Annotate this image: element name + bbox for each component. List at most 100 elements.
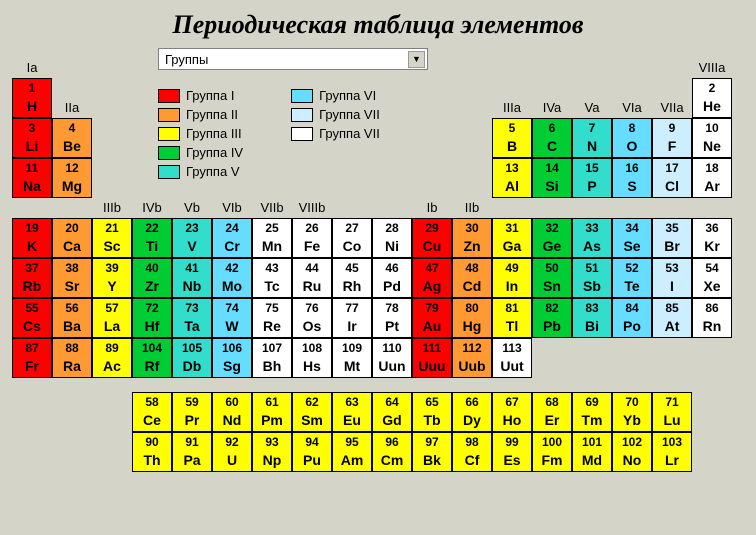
element-cell-Uun[interactable]: 110Uun [372,338,412,378]
element-cell-S[interactable]: 16S [612,158,652,198]
element-cell-Rn[interactable]: 86Rn [692,298,732,338]
element-cell-O[interactable]: 8O [612,118,652,158]
element-cell-Cf[interactable]: 98Cf [452,432,492,472]
element-cell-Pa[interactable]: 91Pa [172,432,212,472]
element-cell-Re[interactable]: 75Re [252,298,292,338]
element-cell-K[interactable]: 19K [12,218,52,258]
element-cell-Xe[interactable]: 54Xe [692,258,732,298]
element-cell-No[interactable]: 102No [612,432,652,472]
element-cell-Rh[interactable]: 45Rh [332,258,372,298]
element-cell-Cs[interactable]: 55Cs [12,298,52,338]
element-cell-U[interactable]: 92U [212,432,252,472]
element-cell-Pu[interactable]: 94Pu [292,432,332,472]
element-cell-Er[interactable]: 68Er [532,392,572,432]
element-cell-Br[interactable]: 35Br [652,218,692,258]
element-cell-Fr[interactable]: 87Fr [12,338,52,378]
element-cell-Cr[interactable]: 24Cr [212,218,252,258]
element-cell-Ni[interactable]: 28Ni [372,218,412,258]
element-cell-In[interactable]: 49In [492,258,532,298]
element-cell-Uub[interactable]: 112Uub [452,338,492,378]
element-cell-Tm[interactable]: 69Tm [572,392,612,432]
element-cell-Tb[interactable]: 65Tb [412,392,452,432]
element-cell-Np[interactable]: 93Np [252,432,292,472]
element-cell-N[interactable]: 7N [572,118,612,158]
element-cell-Po[interactable]: 84Po [612,298,652,338]
element-cell-Eu[interactable]: 63Eu [332,392,372,432]
element-cell-Fe[interactable]: 26Fe [292,218,332,258]
element-cell-Co[interactable]: 27Co [332,218,372,258]
element-cell-He[interactable]: 2He [692,78,732,118]
element-cell-Tc[interactable]: 43Tc [252,258,292,298]
element-cell-Db[interactable]: 105Db [172,338,212,378]
element-cell-Be[interactable]: 4Be [52,118,92,158]
element-cell-Ce[interactable]: 58Ce [132,392,172,432]
element-cell-Lr[interactable]: 103Lr [652,432,692,472]
element-cell-Sm[interactable]: 62Sm [292,392,332,432]
element-cell-Bi[interactable]: 83Bi [572,298,612,338]
element-cell-Sb[interactable]: 51Sb [572,258,612,298]
element-cell-Li[interactable]: 3Li [12,118,52,158]
element-cell-Rf[interactable]: 104Rf [132,338,172,378]
element-cell-Ga[interactable]: 31Ga [492,218,532,258]
element-cell-Uut[interactable]: 113Uut [492,338,532,378]
element-cell-Hf[interactable]: 72Hf [132,298,172,338]
element-cell-Ge[interactable]: 32Ge [532,218,572,258]
element-cell-Uuu[interactable]: 111Uuu [412,338,452,378]
element-cell-Sc[interactable]: 21Sc [92,218,132,258]
element-cell-Fm[interactable]: 100Fm [532,432,572,472]
element-cell-Sr[interactable]: 38Sr [52,258,92,298]
chevron-down-icon[interactable]: ▼ [408,51,425,68]
element-cell-Os[interactable]: 76Os [292,298,332,338]
element-cell-Mg[interactable]: 12Mg [52,158,92,198]
element-cell-Tl[interactable]: 81Tl [492,298,532,338]
element-cell-Hg[interactable]: 80Hg [452,298,492,338]
element-cell-Ir[interactable]: 77Ir [332,298,372,338]
element-cell-Ne[interactable]: 10Ne [692,118,732,158]
element-cell-Ar[interactable]: 18Ar [692,158,732,198]
element-cell-Pd[interactable]: 46Pd [372,258,412,298]
element-cell-Rb[interactable]: 37Rb [12,258,52,298]
element-cell-Ag[interactable]: 47Ag [412,258,452,298]
element-cell-Am[interactable]: 95Am [332,432,372,472]
element-cell-C[interactable]: 6C [532,118,572,158]
element-cell-Ra[interactable]: 88Ra [52,338,92,378]
element-cell-F[interactable]: 9F [652,118,692,158]
element-cell-P[interactable]: 15P [572,158,612,198]
element-cell-As[interactable]: 33As [572,218,612,258]
element-cell-Au[interactable]: 79Au [412,298,452,338]
element-cell-Bh[interactable]: 107Bh [252,338,292,378]
element-cell-Te[interactable]: 52Te [612,258,652,298]
element-cell-Es[interactable]: 99Es [492,432,532,472]
element-cell-Bk[interactable]: 97Bk [412,432,452,472]
element-cell-Na[interactable]: 11Na [12,158,52,198]
element-cell-Mn[interactable]: 25Mn [252,218,292,258]
element-cell-I[interactable]: 53I [652,258,692,298]
element-cell-At[interactable]: 85At [652,298,692,338]
element-cell-Cl[interactable]: 17Cl [652,158,692,198]
element-cell-Ti[interactable]: 22Ti [132,218,172,258]
element-cell-Al[interactable]: 13Al [492,158,532,198]
element-cell-Th[interactable]: 90Th [132,432,172,472]
element-cell-Ba[interactable]: 56Ba [52,298,92,338]
element-cell-Sg[interactable]: 106Sg [212,338,252,378]
element-cell-Gd[interactable]: 64Gd [372,392,412,432]
element-cell-Pm[interactable]: 61Pm [252,392,292,432]
element-cell-Ca[interactable]: 20Ca [52,218,92,258]
element-cell-Zn[interactable]: 30Zn [452,218,492,258]
element-cell-Ho[interactable]: 67Ho [492,392,532,432]
element-cell-V[interactable]: 23V [172,218,212,258]
element-cell-Y[interactable]: 39Y [92,258,132,298]
element-cell-W[interactable]: 74W [212,298,252,338]
element-cell-Nd[interactable]: 60Nd [212,392,252,432]
element-cell-Ac[interactable]: 89Ac [92,338,132,378]
element-cell-Pr[interactable]: 59Pr [172,392,212,432]
element-cell-Lu[interactable]: 71Lu [652,392,692,432]
element-cell-Si[interactable]: 14Si [532,158,572,198]
element-cell-Pt[interactable]: 78Pt [372,298,412,338]
element-cell-Pb[interactable]: 82Pb [532,298,572,338]
element-cell-Dy[interactable]: 66Dy [452,392,492,432]
element-cell-Cu[interactable]: 29Cu [412,218,452,258]
element-cell-Se[interactable]: 34Se [612,218,652,258]
element-cell-Mt[interactable]: 109Mt [332,338,372,378]
element-cell-Mo[interactable]: 42Mo [212,258,252,298]
